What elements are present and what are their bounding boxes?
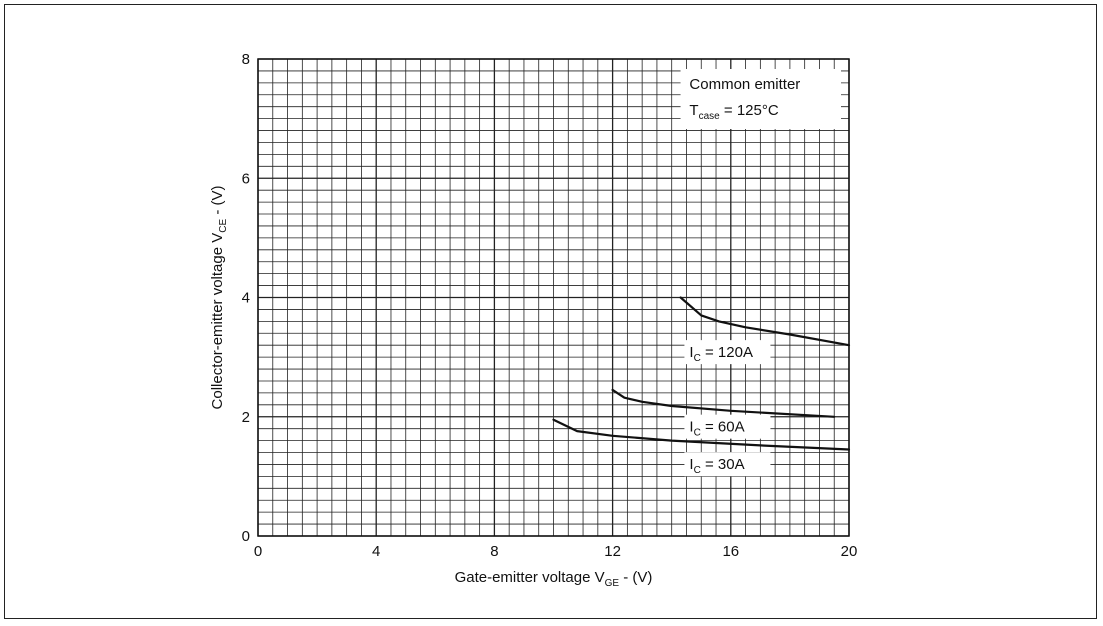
- series-label-sub: C: [694, 465, 701, 476]
- series-label: IC = 120A: [689, 344, 753, 364]
- series-label-sub: C: [694, 353, 701, 364]
- x-tick-label: 4: [372, 543, 380, 560]
- y-axis-title-main: Collector-emitter voltage V: [209, 233, 226, 410]
- annotation-background: [680, 69, 841, 129]
- series-label-tail: = 120A: [701, 344, 753, 361]
- plot-border: [257, 58, 850, 537]
- y-tick-label: 8: [242, 51, 250, 68]
- x-axis-title-main: Gate-emitter voltage V: [455, 569, 605, 586]
- annotation-t-sub: case: [699, 111, 721, 122]
- y-tick-label: 2: [242, 409, 250, 426]
- series-label-tail: = 60A: [701, 419, 745, 436]
- series-line: [552, 418, 851, 451]
- series-label-main: I: [689, 344, 693, 361]
- series-layer: [552, 296, 851, 451]
- annotation-t: T: [689, 102, 698, 119]
- x-tick-label: 8: [490, 543, 498, 560]
- y-axis-title-sub: CE: [218, 219, 229, 233]
- y-tick-labels: 0 2 4 6 8: [242, 51, 250, 545]
- series-label-background: [684, 414, 771, 439]
- y-tick-label: 6: [242, 170, 250, 187]
- series-label-main: I: [689, 419, 693, 436]
- x-axis-title-sub: GE: [605, 578, 620, 589]
- annotation-box: Common emitter Tcase = 125°C: [680, 69, 841, 129]
- y-tick-label: 0: [242, 528, 250, 545]
- y-tick-label: 4: [242, 290, 250, 307]
- x-tick-label: 16: [722, 543, 739, 560]
- series-label-background: [684, 340, 771, 365]
- x-tick-label: 12: [604, 543, 621, 560]
- series-label: IC = 30A: [689, 456, 744, 476]
- series-line: [611, 388, 836, 418]
- annotation-common-emitter: Common emitter: [689, 76, 800, 93]
- y-axis-title: Collector-emitter voltage VCE - (V): [209, 186, 229, 410]
- x-axis-title-tail: - (V): [619, 569, 652, 586]
- annotation-case-temperature: Tcase = 125°C: [689, 102, 778, 122]
- series-label-sub: C: [694, 428, 701, 439]
- x-tick-label: 0: [254, 543, 262, 560]
- series-label-main: I: [689, 456, 693, 473]
- annotation-temperature-value: = 125°C: [720, 102, 779, 119]
- series-line: [679, 296, 851, 347]
- x-tick-label: 20: [841, 543, 858, 560]
- y-axis-title-tail: - (V): [209, 186, 226, 219]
- x-axis-title: Gate-emitter voltage VGE - (V): [455, 569, 653, 589]
- series-label: IC = 60A: [689, 419, 744, 439]
- series-label-tail: = 30A: [701, 456, 745, 473]
- x-tick-labels: 0 4 8 12 16 20: [254, 543, 858, 560]
- series-label-background: [684, 452, 771, 477]
